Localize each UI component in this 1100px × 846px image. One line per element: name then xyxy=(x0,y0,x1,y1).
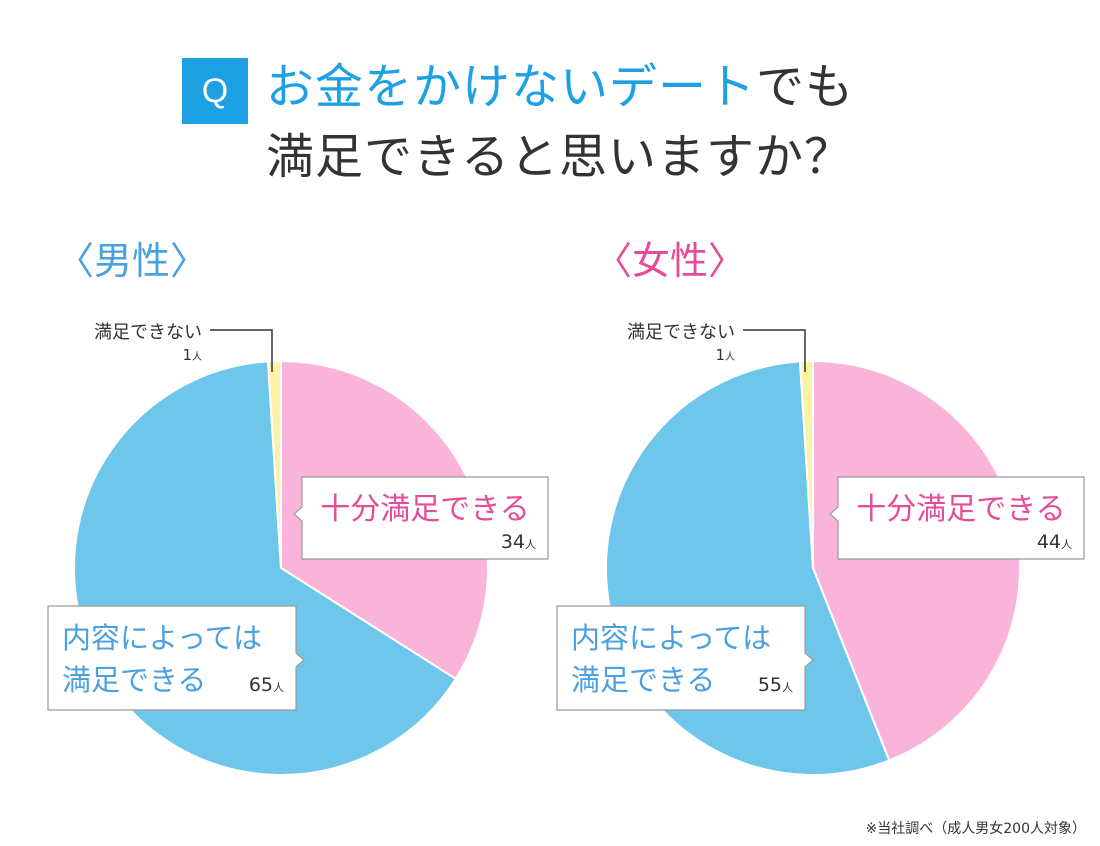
section-title-female: 〈女性〉 xyxy=(594,239,747,283)
depends-female-callout-box xyxy=(556,605,814,711)
depends-value-male: 65人 xyxy=(249,674,284,696)
satisfied-value-female: 44人 xyxy=(1037,531,1072,553)
depends-label-line1-female: 内容によっては xyxy=(571,621,771,655)
satisfied-female-callout-box xyxy=(829,476,1085,560)
question-title-rest: でも xyxy=(756,59,855,115)
section-title-male: 〈男性〉 xyxy=(56,239,209,283)
unsatisfied-annotation-female: 満足できない 1人 xyxy=(627,322,806,372)
question-title-line2: 満足できると思いますか？ xyxy=(266,129,854,185)
pie-male xyxy=(73,359,489,776)
unsatisfied-leader-line-female xyxy=(743,329,806,372)
satisfied-male-callout: 十分満足できる 34人 xyxy=(293,476,549,560)
source-footnote: ※当社調べ（成人男女200人対象） xyxy=(865,821,1086,837)
pie-female xyxy=(604,359,1021,776)
question-badge: Q xyxy=(182,58,248,124)
satisfied-female-callout: 十分満足できる 44人 xyxy=(829,476,1085,560)
unsatisfied-label-male: 満足できない xyxy=(94,322,202,343)
slice-unsatisfied-male xyxy=(266,359,282,569)
depends-value-female: 55人 xyxy=(758,674,793,696)
satisfied-label-male: 十分満足できる xyxy=(320,492,529,527)
question-title-highlight: お金をかけないデート xyxy=(266,59,757,115)
satisfied-male-callout-box xyxy=(293,476,549,560)
unsatisfied-label-female: 満足できない xyxy=(627,322,735,343)
question-title: お金をかけないデートでも 満足できると思いますか？ xyxy=(266,52,854,192)
depends-label-line1-male: 内容によっては xyxy=(62,621,262,655)
satisfied-label-female: 十分満足できる xyxy=(856,492,1065,527)
unsatisfied-value-male: 1人 xyxy=(182,346,202,364)
question-badge-label: Q xyxy=(201,71,229,110)
unsatisfied-value-female: 1人 xyxy=(715,346,735,364)
unsatisfied-leader-line-male xyxy=(210,329,273,372)
depends-label-line2-female: 満足できる xyxy=(571,663,715,697)
unsatisfied-annotation-male: 満足できない 1人 xyxy=(94,322,273,372)
satisfied-value-male: 34人 xyxy=(501,531,536,553)
depends-label-line2-male: 満足できる xyxy=(62,663,206,697)
depends-male-callout-box xyxy=(47,605,305,711)
slice-unsatisfied-female xyxy=(798,359,814,569)
